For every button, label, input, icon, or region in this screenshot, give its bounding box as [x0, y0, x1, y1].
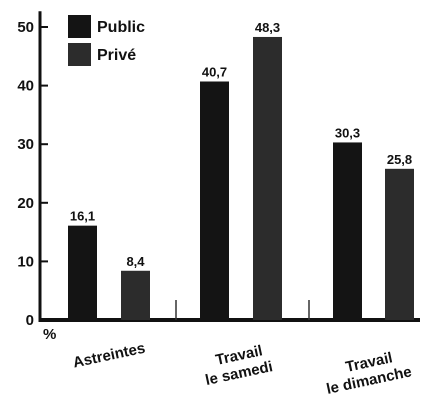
- bar-priv-1: [253, 36, 282, 320]
- y-tick-label: 40: [17, 78, 34, 95]
- y-tick-label: 30: [17, 136, 34, 153]
- legend-label: Public: [97, 19, 145, 36]
- bar-priv-2: [385, 168, 414, 320]
- data-label: 8,4: [126, 254, 145, 269]
- y-tick-label: 50: [17, 19, 34, 36]
- y-tick-label: 10: [17, 253, 34, 270]
- chart-bars: [68, 36, 414, 320]
- y-tick-label: 20: [17, 195, 34, 212]
- legend-label: Privé: [97, 47, 136, 64]
- data-label: 48,3: [255, 20, 280, 35]
- bar-priv-0: [121, 270, 150, 320]
- category-label: Astreintes: [71, 340, 146, 372]
- y-tick-label: 0: [26, 312, 34, 329]
- data-label: 16,1: [70, 209, 95, 224]
- legend-swatch-public: [68, 15, 91, 38]
- bar-public-2: [333, 142, 362, 320]
- data-label: 25,8: [387, 152, 412, 167]
- bar-public-0: [68, 225, 97, 320]
- chart-legend: Public Privé: [68, 15, 145, 66]
- legend-swatch-priv: [68, 43, 91, 66]
- data-label: 40,7: [202, 64, 227, 79]
- data-label: 30,3: [335, 125, 360, 140]
- bar-public-1: [200, 81, 229, 320]
- chart-data-labels: 16,1 40,7 30,3 8,4 48,3 25,8: [70, 20, 412, 269]
- y-axis-unit-label: %: [43, 326, 56, 343]
